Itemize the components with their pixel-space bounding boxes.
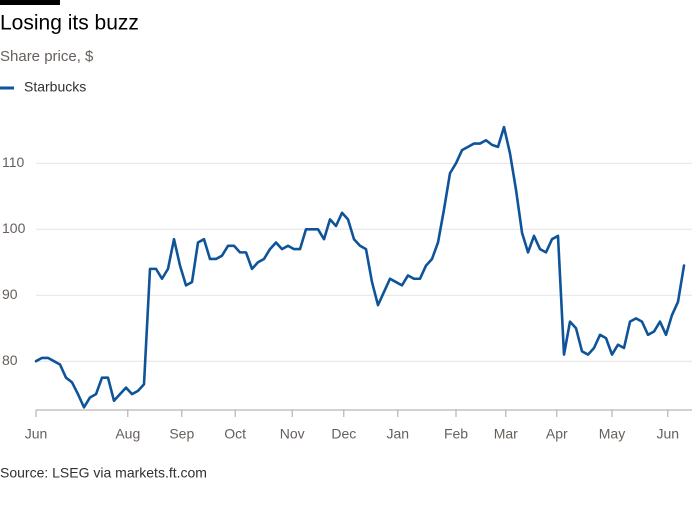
x-tick-label: Nov xyxy=(280,426,305,442)
y-tick-label: 110 xyxy=(2,154,25,170)
x-tick-label: Dec xyxy=(331,426,356,442)
y-tick-label: 90 xyxy=(2,286,18,302)
x-tick-label: Feb xyxy=(444,426,468,442)
chart-subtitle: Share price, $ xyxy=(0,48,94,65)
x-tick-label: Oct xyxy=(224,426,246,442)
y-tick-label: 80 xyxy=(2,352,18,368)
x-tick-label: Apr xyxy=(546,426,568,442)
x-tick-label: Jun xyxy=(657,426,680,442)
x-tick-label: May xyxy=(599,426,625,442)
series-line xyxy=(34,125,686,409)
source-note: Source: LSEG via markets.ft.com xyxy=(0,465,207,481)
x-tick-label: Aug xyxy=(115,426,140,442)
x-tick-label: Jan xyxy=(387,426,410,442)
y-tick-label: 100 xyxy=(2,220,26,236)
chart-title: Losing its buzz xyxy=(0,12,139,35)
x-tick-label: Jun xyxy=(25,426,48,442)
x-tick-label: Sep xyxy=(169,426,194,442)
brand-bar xyxy=(0,0,60,5)
x-tick-label: Mar xyxy=(494,426,518,442)
legend-label: Starbucks xyxy=(24,79,86,95)
